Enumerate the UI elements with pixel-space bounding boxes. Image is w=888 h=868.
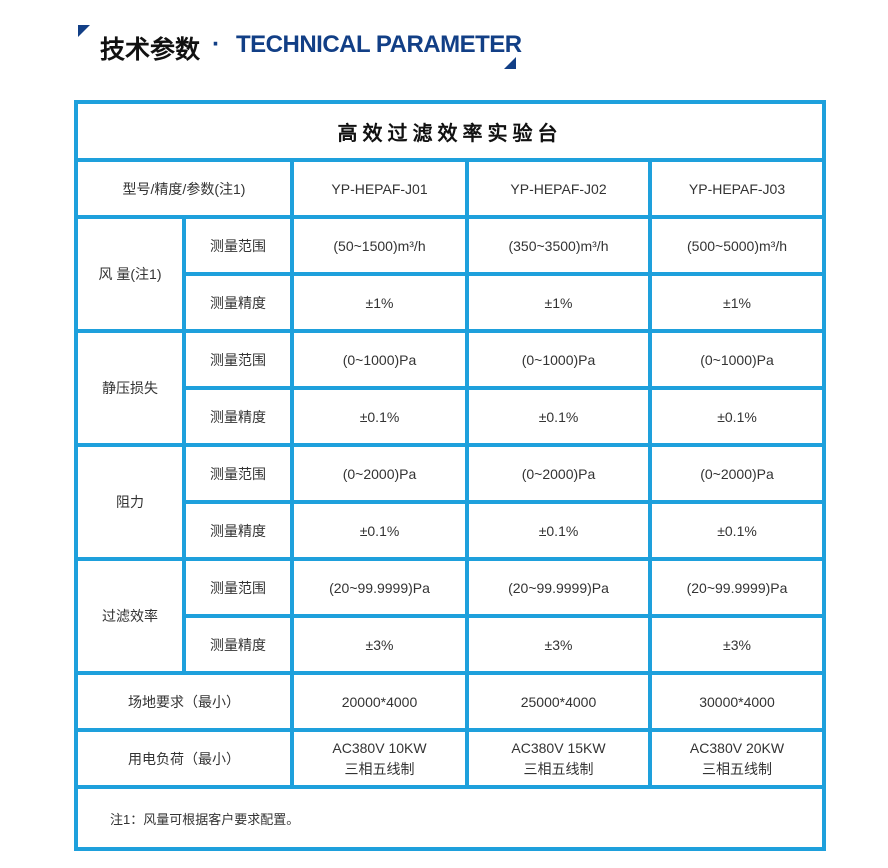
param-label: 测量精度 xyxy=(182,386,294,447)
value-cell: ±3% xyxy=(465,614,652,675)
value-cell: (50~1500)m³/h xyxy=(290,215,469,276)
value-cell: ±0.1% xyxy=(647,500,827,561)
model-label: 型号/精度/参数(注1) xyxy=(74,158,294,219)
value-cell: ±0.1% xyxy=(290,386,469,447)
value-cell: (0~2000)Pa xyxy=(290,443,469,504)
note-row: 注1：风量可根据客户要求配置。 xyxy=(73,785,827,851)
table-row: 测量精度 ±0.1% ±0.1% ±0.1% xyxy=(76,386,827,447)
value-cell: ±1% xyxy=(647,272,827,333)
power-value: AC380V 20KW 三相五线制 xyxy=(647,728,827,789)
power-value: AC380V 15KW 三相五线制 xyxy=(465,728,652,789)
value-cell: ±0.1% xyxy=(290,500,469,561)
power-value-line: 三相五线制 xyxy=(344,760,415,777)
power-value-line: 三相五线制 xyxy=(702,760,772,777)
footnote: 注1：风量可根据客户要求配置。 xyxy=(73,785,827,851)
value-cell: ±3% xyxy=(647,614,827,675)
table-row: 测量精度 ±1% ±1% ±1% xyxy=(76,272,827,333)
table-title: 高效过滤效率实验台 xyxy=(73,100,827,162)
power-label: 用电负荷（最小） xyxy=(74,728,294,789)
title-separator: · xyxy=(212,30,221,58)
param-label: 测量范围 xyxy=(182,443,294,504)
table-row: 风 量(注1) 测量范围 (50~1500)m³/h (350~3500)m³/h (5… xyxy=(74,215,827,333)
value-cell: ±1% xyxy=(465,272,652,333)
parameter-table: 高效过滤效率实验台 型号/精度/参数(注1) YP-HEPAF-J01 YP-H… xyxy=(73,100,827,851)
value-cell: (350~3500)m³/h xyxy=(465,215,652,276)
power-value-line: AC380V 15KW xyxy=(511,739,606,756)
corner-decoration xyxy=(78,25,90,37)
param-label: 测量精度 xyxy=(182,500,294,561)
param-label: 测量范围 xyxy=(182,215,294,276)
model-cell: YP-HEPAF-J01 xyxy=(290,158,469,219)
param-label: 测量范围 xyxy=(182,557,294,618)
value-cell: ±0.1% xyxy=(465,386,652,447)
param-label: 测量精度 xyxy=(182,614,294,675)
group-label: 阻力 xyxy=(74,443,186,561)
power-value-line: 三相五线制 xyxy=(523,760,594,777)
value-cell: (500~5000)m³/h xyxy=(647,215,827,276)
table-row: 阻力 测量范围 (0~2000)Pa (0~2000)Pa (0~2000)Pa xyxy=(74,443,827,561)
table-row: 用电负荷（最小） AC380V 10KW 三相五线制 AC380V 15KW 三相五线制… xyxy=(74,728,827,789)
value-cell: (20~99.9999)Pa xyxy=(465,557,652,618)
section-title-cn: 技术参数 xyxy=(100,36,201,64)
table-row: 测量精度 ±3% ±3% ±3% xyxy=(76,614,827,675)
power-value: AC380V 10KW 三相五线制 xyxy=(290,728,469,789)
table-row: 型号/精度/参数(注1) YP-HEPAF-J01 YP-HEPAF-J02 Y… xyxy=(74,158,827,219)
section-header: 技术参数 · TECHNICAL PARAMETER xyxy=(0,0,888,90)
table-row: 过滤效率 测量范围 (20~99.9999)Pa (20~99.9999)Pa (20~… xyxy=(74,557,827,675)
value-cell: (20~99.9999)Pa xyxy=(290,557,469,618)
table-row: 场地要求（最小） 20000*4000 25000*4000 30000*4000 xyxy=(74,671,827,732)
site-value: 25000*4000 xyxy=(465,671,652,732)
value-cell: (0~1000)Pa xyxy=(647,329,827,390)
value-cell: (0~1000)Pa xyxy=(465,329,652,390)
group-label: 过滤效率 xyxy=(74,557,186,675)
model-cell: YP-HEPAF-J02 xyxy=(465,158,652,219)
table-row: 静压损失 测量范围 (0~1000)Pa (0~1000)Pa (0~1000)Pa xyxy=(74,329,827,447)
power-value-line: AC380V 20KW xyxy=(689,739,785,756)
param-label: 测量范围 xyxy=(182,329,294,390)
corner-decoration xyxy=(504,57,516,69)
value-cell: ±3% xyxy=(290,614,469,675)
site-value: 20000*4000 xyxy=(290,671,469,732)
model-cell: YP-HEPAF-J03 xyxy=(647,158,827,219)
value-cell: ±0.1% xyxy=(465,500,652,561)
value-cell: ±1% xyxy=(290,272,469,333)
value-cell: ±0.1% xyxy=(647,386,827,447)
site-value: 30000*4000 xyxy=(647,671,827,732)
value-cell: (0~2000)Pa xyxy=(647,443,827,504)
power-value-line: AC380V 10KW xyxy=(332,739,427,756)
table-row: 测量精度 ±0.1% ±0.1% ±0.1% xyxy=(76,500,827,561)
site-label: 场地要求（最小） xyxy=(74,671,294,732)
group-label: 风 量(注1) xyxy=(74,215,186,333)
group-label: 静压损失 xyxy=(74,329,186,447)
value-cell: (0~1000)Pa xyxy=(290,329,469,390)
section-title-en: TECHNICAL PARAMETER xyxy=(236,31,522,58)
value-cell: (0~2000)Pa xyxy=(465,443,652,504)
value-cell: (20~99.9999)Pa xyxy=(647,557,827,618)
param-label: 测量精度 xyxy=(182,272,294,333)
